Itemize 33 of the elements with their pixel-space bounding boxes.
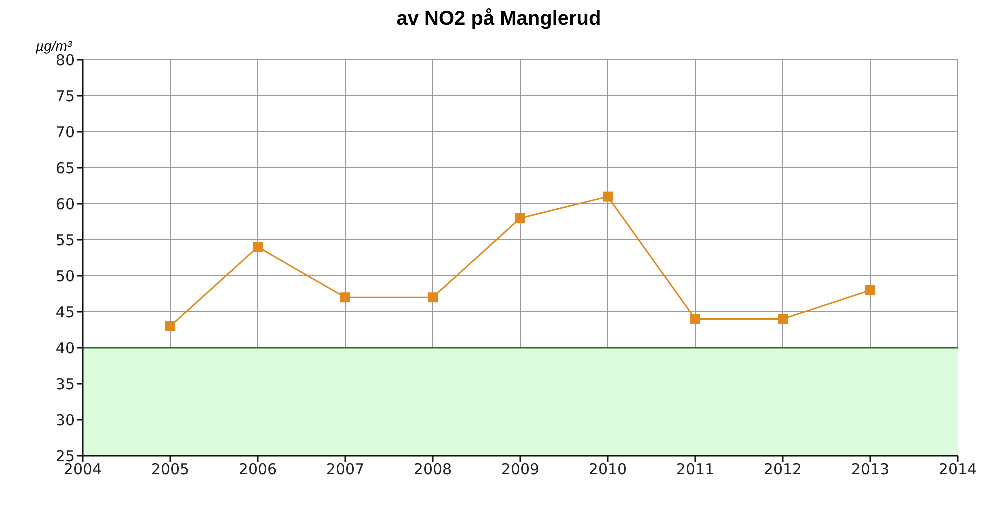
point [340, 292, 350, 303]
point [778, 314, 788, 324]
point [866, 285, 876, 296]
y-tick-label: 30 [56, 411, 75, 430]
x-tick-label: 2012 [764, 460, 802, 479]
x-tick-label: 2006 [238, 460, 278, 479]
y-tick-label: 35 [56, 375, 75, 394]
y-tick-label: 60 [56, 195, 75, 214]
x-tick-label: 2005 [151, 460, 190, 479]
y-tick-label: 80 [56, 51, 75, 70]
chart-title: av NO2 på Manglerud [396, 8, 602, 31]
x-tick-label: 2008 [414, 460, 452, 479]
y-tick-label: 55 [56, 231, 75, 250]
y-tick-label: 45 [56, 303, 75, 322]
y-tick-label: 65 [56, 159, 75, 178]
x-tick-label: 2011 [676, 460, 715, 479]
x-tick-label: 2014 [938, 460, 978, 479]
y-tick-label: 50 [56, 267, 75, 286]
point [690, 314, 700, 324]
y-tick-label: 40 [56, 339, 75, 358]
x-tick-label: 2010 [588, 460, 628, 479]
y-axis-title: µg/m³ [36, 38, 72, 54]
point [253, 242, 263, 252]
point [428, 292, 438, 303]
y-tick-label: 75 [56, 87, 75, 106]
x-tick-label: 2009 [501, 460, 540, 479]
x-tick-label: 2013 [851, 460, 890, 479]
point [166, 321, 176, 332]
point [603, 192, 613, 202]
point [516, 213, 526, 224]
y-tick-label: 70 [56, 123, 75, 142]
x-tick-label: 2004 [64, 460, 102, 479]
x-tick-label: 2007 [326, 460, 365, 479]
